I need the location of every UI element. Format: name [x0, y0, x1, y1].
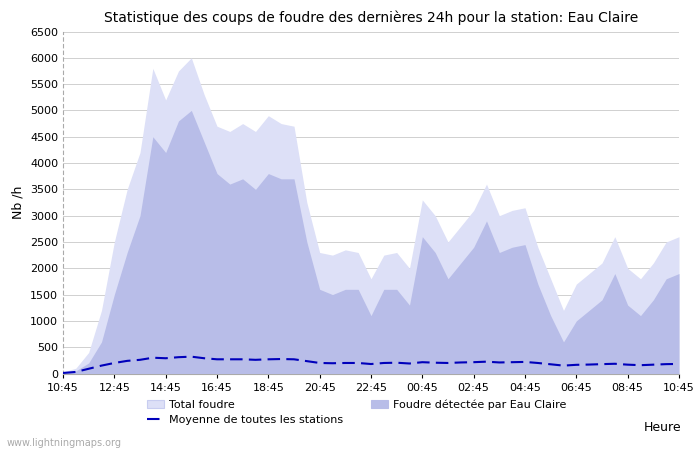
Text: www.lightningmaps.org: www.lightningmaps.org	[7, 438, 122, 448]
Text: Heure: Heure	[644, 421, 682, 434]
Y-axis label: Nb /h: Nb /h	[11, 186, 25, 219]
Legend: Total foudre, Moyenne de toutes les stations, Foudre détectée par Eau Claire: Total foudre, Moyenne de toutes les stat…	[143, 395, 571, 429]
Title: Statistique des coups de foudre des dernières 24h pour la station: Eau Claire: Statistique des coups de foudre des dern…	[104, 10, 638, 25]
